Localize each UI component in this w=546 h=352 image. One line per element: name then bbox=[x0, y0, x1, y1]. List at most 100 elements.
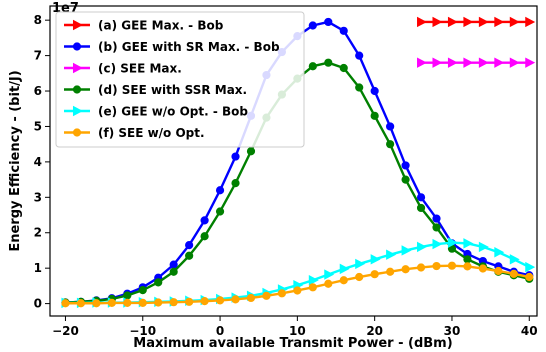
legend-marker bbox=[72, 128, 82, 137]
data-point bbox=[246, 293, 256, 303]
data-point bbox=[401, 161, 410, 170]
data-point bbox=[246, 147, 256, 156]
data-point bbox=[478, 16, 489, 28]
data-point bbox=[494, 57, 505, 68]
data-point bbox=[324, 279, 333, 288]
legend-marker bbox=[72, 19, 83, 31]
data-point bbox=[293, 286, 302, 295]
data-point bbox=[355, 83, 364, 92]
data-point bbox=[324, 269, 335, 280]
data-point bbox=[494, 247, 505, 258]
data-point bbox=[355, 51, 364, 60]
data-point bbox=[185, 251, 194, 260]
data-point bbox=[417, 241, 427, 253]
legend: (a) GEE Max. - Bob (b) GEE with SR Max. -… bbox=[55, 11, 305, 148]
legend-label: (c) SEE Max. bbox=[98, 62, 182, 76]
data-point bbox=[386, 140, 395, 149]
data-point bbox=[308, 62, 317, 71]
data-point bbox=[370, 270, 379, 279]
data-point bbox=[92, 299, 101, 308]
x-axis-label: Maximum available Transmit Power - (dBm) bbox=[133, 336, 452, 351]
data-point bbox=[339, 276, 348, 285]
data-point bbox=[154, 298, 163, 307]
legend-entry: (e) GEE w/o Opt. - Bob bbox=[64, 105, 248, 119]
data-point bbox=[432, 214, 441, 223]
legend-marker bbox=[72, 85, 82, 94]
y-axis-label: Energy Efficiency - (bit/J) bbox=[8, 70, 23, 251]
data-point bbox=[509, 16, 520, 28]
data-point bbox=[417, 57, 427, 68]
data-point bbox=[308, 21, 317, 30]
data-point bbox=[370, 86, 379, 96]
y-tick-label: 1 bbox=[34, 261, 42, 275]
data-point bbox=[215, 296, 225, 305]
data-point bbox=[107, 298, 116, 307]
data-point bbox=[339, 26, 348, 35]
data-point bbox=[169, 260, 178, 269]
data-point bbox=[417, 16, 427, 28]
x-tick-label: −20 bbox=[52, 324, 79, 338]
data-point bbox=[447, 261, 457, 270]
data-point bbox=[463, 262, 472, 271]
data-point bbox=[463, 57, 474, 68]
data-point bbox=[525, 272, 534, 282]
data-point bbox=[463, 16, 474, 28]
legend-entry: (d) SEE with SSR Max. bbox=[64, 83, 247, 97]
data-point bbox=[525, 16, 536, 28]
y-tick-label: 2 bbox=[34, 226, 42, 240]
data-point bbox=[215, 207, 225, 216]
data-point bbox=[324, 58, 333, 67]
legend-marker bbox=[72, 42, 82, 51]
legend-marker bbox=[72, 105, 83, 117]
y-tick-label: 3 bbox=[34, 190, 42, 204]
data-point bbox=[386, 249, 397, 260]
data-point bbox=[401, 175, 410, 184]
data-point bbox=[215, 186, 225, 195]
data-point bbox=[355, 272, 364, 282]
data-point bbox=[432, 261, 441, 271]
data-point bbox=[447, 57, 458, 68]
data-point bbox=[308, 274, 319, 286]
data-point bbox=[525, 57, 536, 68]
legend-entry: (b) GEE with SR Max. - Bob bbox=[64, 40, 280, 54]
data-point bbox=[416, 263, 426, 272]
data-point bbox=[432, 16, 443, 28]
data-point bbox=[478, 264, 487, 273]
data-point bbox=[138, 286, 147, 295]
data-point bbox=[463, 238, 474, 249]
data-point bbox=[525, 261, 536, 273]
data-point bbox=[355, 258, 366, 270]
legend-marker bbox=[72, 62, 83, 74]
series-3 bbox=[417, 57, 536, 68]
data-point bbox=[386, 122, 395, 131]
data-point bbox=[494, 16, 505, 28]
data-point bbox=[185, 297, 194, 306]
data-point bbox=[339, 263, 350, 275]
series-6 bbox=[61, 261, 534, 308]
data-point bbox=[231, 295, 240, 304]
data-point bbox=[231, 152, 240, 161]
data-point bbox=[61, 299, 70, 308]
data-point bbox=[200, 216, 209, 225]
legend-label: (d) SEE with SSR Max. bbox=[98, 83, 247, 97]
data-point bbox=[401, 245, 412, 256]
legend-entry: (f) SEE w/o Opt. bbox=[64, 126, 205, 140]
data-point bbox=[370, 111, 379, 120]
data-point bbox=[509, 57, 520, 68]
data-point bbox=[416, 203, 426, 213]
data-point bbox=[154, 278, 163, 287]
ticks-layer: −20 −10 0 10 20 30 40 0 1 2 3 4 5 6 7 8 bbox=[34, 13, 538, 338]
legend-label: (a) GEE Max. - Bob bbox=[98, 19, 224, 33]
data-point bbox=[339, 63, 348, 73]
x-tick-label: 10 bbox=[289, 324, 306, 338]
x-tick-label: 30 bbox=[444, 324, 461, 338]
legend-box bbox=[55, 11, 305, 148]
data-point bbox=[324, 17, 333, 27]
data-point bbox=[231, 179, 240, 188]
legend-label: (e) GEE w/o Opt. - Bob bbox=[98, 105, 248, 119]
data-point bbox=[478, 241, 489, 253]
data-point bbox=[386, 267, 395, 276]
data-point bbox=[200, 297, 209, 306]
x-tick-label: −10 bbox=[129, 324, 156, 338]
